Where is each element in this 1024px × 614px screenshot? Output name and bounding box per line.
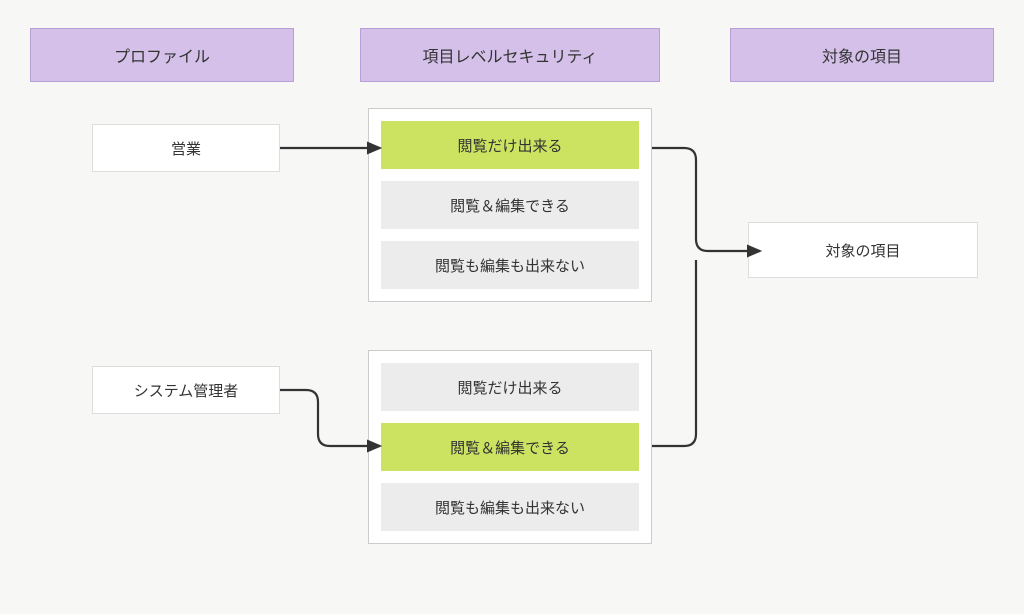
security-item: 閲覧だけ出来る: [381, 121, 639, 169]
security-label: 閲覧だけ出来る: [457, 135, 562, 156]
security-label: 閲覧も編集も出来ない: [435, 255, 585, 276]
security-item: 閲覧だけ出来る: [381, 363, 639, 411]
security-group-1: 閲覧だけ出来る 閲覧＆編集できる 閲覧も編集も出来ない: [368, 108, 652, 302]
header-label: 項目レベルセキュリティ: [422, 43, 597, 67]
security-group-2: 閲覧だけ出来る 閲覧＆編集できる 閲覧も編集も出来ない: [368, 350, 652, 544]
profile-box-sales: 営業: [92, 124, 280, 172]
header-profile: プロファイル: [30, 28, 294, 82]
profile-label: 営業: [171, 138, 201, 159]
header-label: 対象の項目: [822, 43, 902, 67]
security-item: 閲覧＆編集できる: [381, 181, 639, 229]
header-label: プロファイル: [114, 43, 210, 67]
security-label: 閲覧も編集も出来ない: [435, 497, 585, 518]
security-item: 閲覧も編集も出来ない: [381, 241, 639, 289]
target-label: 対象の項目: [825, 240, 900, 261]
profile-box-sysadmin: システム管理者: [92, 366, 280, 414]
security-item: 閲覧も編集も出来ない: [381, 483, 639, 531]
security-label: 閲覧＆編集できる: [450, 195, 570, 216]
security-label: 閲覧＆編集できる: [450, 437, 570, 458]
header-security: 項目レベルセキュリティ: [360, 28, 660, 82]
security-label: 閲覧だけ出来る: [457, 377, 562, 398]
security-item: 閲覧＆編集できる: [381, 423, 639, 471]
profile-label: システム管理者: [134, 380, 239, 401]
header-target: 対象の項目: [730, 28, 994, 82]
target-box: 対象の項目: [748, 222, 978, 278]
